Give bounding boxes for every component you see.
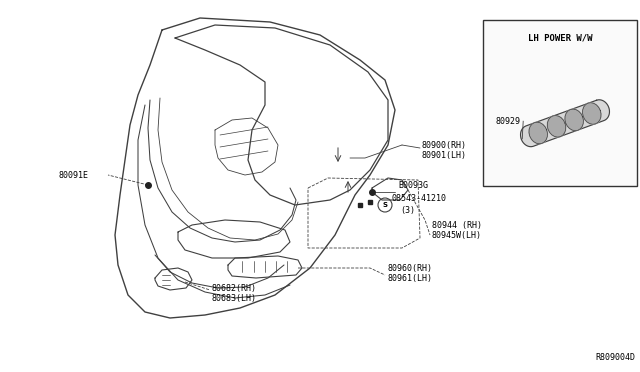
- Polygon shape: [582, 103, 601, 124]
- Polygon shape: [547, 116, 566, 137]
- Text: R809004D: R809004D: [595, 353, 635, 362]
- Text: S: S: [383, 202, 387, 208]
- Text: LH POWER W/W: LH POWER W/W: [528, 34, 592, 43]
- Text: 80945W(LH): 80945W(LH): [432, 231, 482, 240]
- Text: 80682(RH): 80682(RH): [212, 283, 257, 292]
- Text: 80961(LH): 80961(LH): [388, 273, 433, 282]
- Text: 80944 (RH): 80944 (RH): [432, 221, 482, 230]
- Text: 80900(RH): 80900(RH): [422, 141, 467, 150]
- Text: 80960(RH): 80960(RH): [388, 263, 433, 273]
- Text: B0093G: B0093G: [398, 180, 428, 189]
- Text: (3): (3): [400, 205, 415, 215]
- Polygon shape: [520, 100, 609, 147]
- Bar: [483, 20, 637, 186]
- Polygon shape: [529, 122, 547, 144]
- Polygon shape: [565, 109, 584, 131]
- Text: 08543-41210: 08543-41210: [392, 193, 447, 202]
- Text: 80901(LH): 80901(LH): [422, 151, 467, 160]
- Text: 80929: 80929: [495, 117, 520, 126]
- Text: 80091E: 80091E: [58, 170, 88, 180]
- Text: 80683(LH): 80683(LH): [212, 294, 257, 302]
